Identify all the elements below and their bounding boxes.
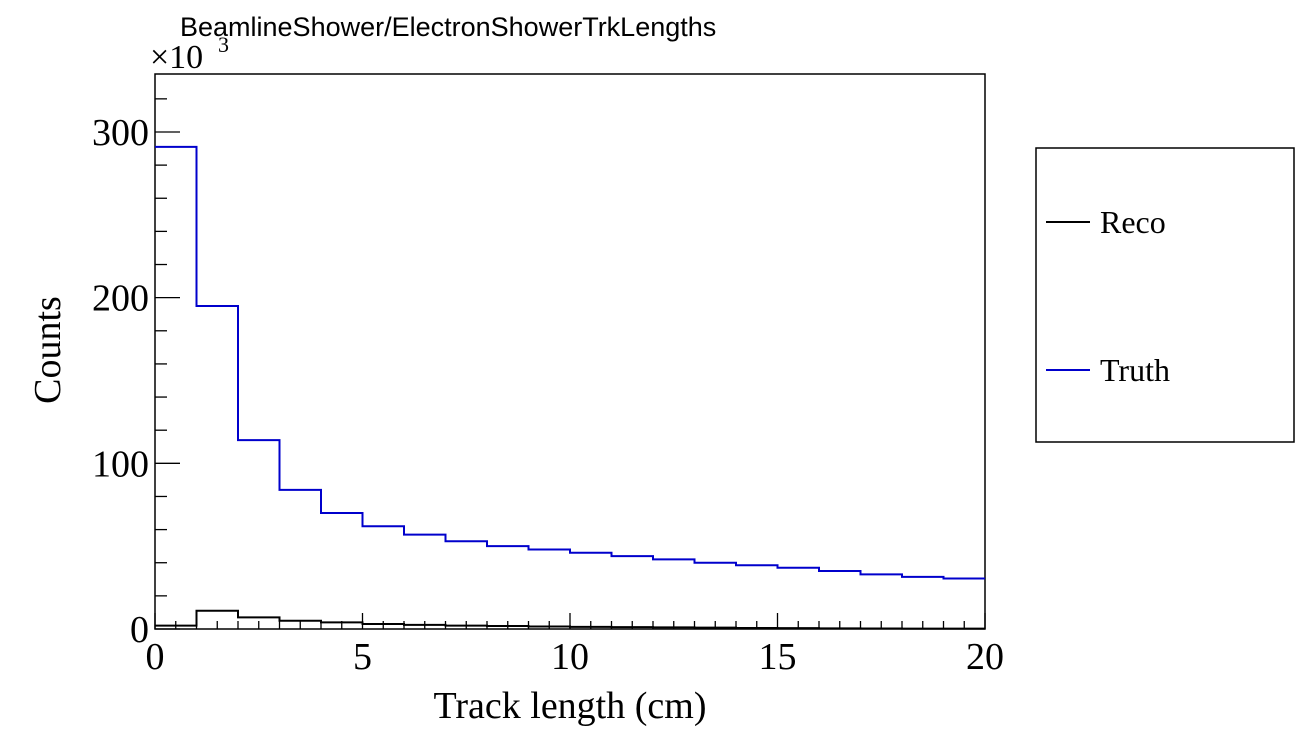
y-tick-label: 0 (130, 609, 149, 651)
series-layer (155, 145, 985, 630)
plot-frame (154, 73, 986, 630)
legend-box (1035, 147, 1295, 443)
y-tick-label: 100 (92, 443, 149, 485)
y-axis: 0 100 200 300 (92, 98, 180, 651)
x-tick-label: 20 (966, 636, 1004, 678)
y-multiplier-base: ×10 (150, 39, 203, 76)
x-tick-label: 10 (551, 636, 589, 678)
x-tick-label: 15 (759, 636, 797, 678)
legend: Reco Truth (1035, 147, 1295, 443)
x-tick-label: 5 (353, 636, 372, 678)
x-axis-label: Track length (cm) (434, 685, 707, 727)
legend-label-truth: Truth (1100, 352, 1170, 388)
y-axis-label: Counts (27, 296, 69, 404)
y-tick-label: 200 (92, 278, 149, 320)
x-tick-label: 0 (146, 636, 165, 678)
legend-label-reco: Reco (1100, 204, 1166, 240)
y-multiplier-exponent: 3 (218, 32, 229, 57)
chart-title: BeamlineShower/ElectronShowerTrkLengths (180, 12, 716, 42)
series-truth (155, 145, 985, 580)
y-tick-label: 300 (92, 112, 149, 154)
series-reco (155, 609, 985, 630)
x-axis: 0 5 10 15 20 (146, 613, 1004, 678)
